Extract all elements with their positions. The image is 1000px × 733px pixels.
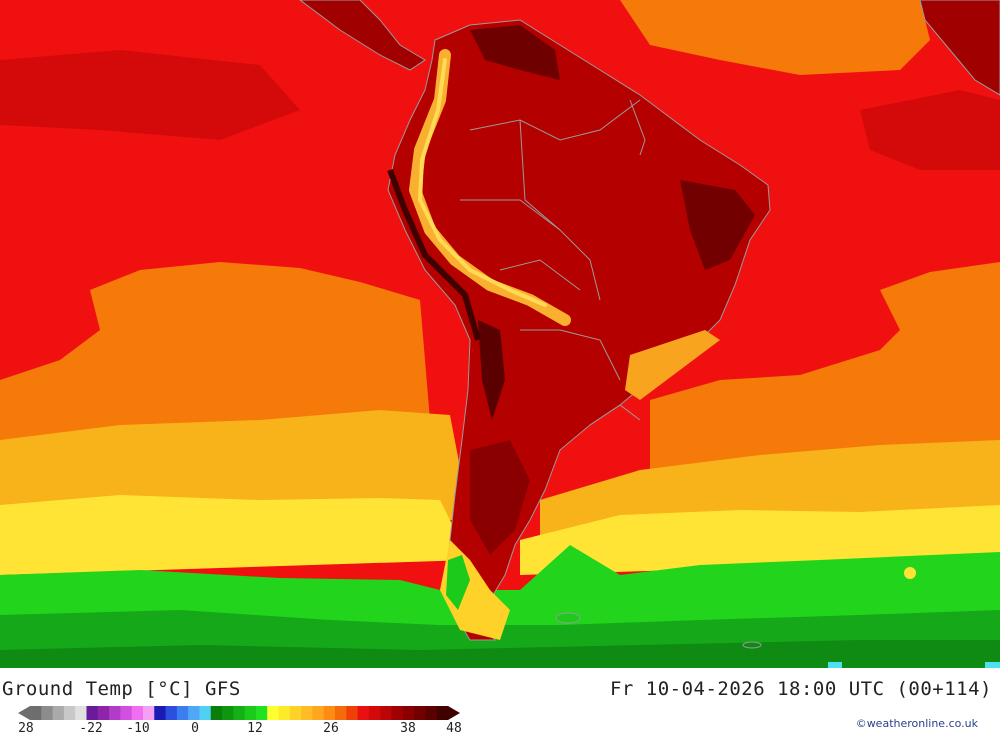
legend-swatch xyxy=(289,706,302,720)
legend-swatch xyxy=(357,706,370,720)
legend-swatch xyxy=(52,706,65,720)
legend-tick-label: -10 xyxy=(126,721,149,733)
legend-swatch xyxy=(278,706,291,720)
ocean-band-warm-atlantic-ne xyxy=(620,0,930,75)
legend-swatch xyxy=(380,706,393,720)
legend-swatch xyxy=(267,706,280,720)
legend-tick-label: -22 xyxy=(79,721,102,733)
legend-tick-label: 0 xyxy=(191,721,199,733)
valid-time: Fr 10-04-2026 18:00 UTC (00+114) xyxy=(609,678,992,700)
heat-core-amazon xyxy=(470,25,560,80)
legend-swatch xyxy=(233,706,246,720)
legend-tick-label: -28 xyxy=(18,721,34,733)
heat-core-brazil xyxy=(680,180,755,270)
legend-swatch xyxy=(222,706,234,720)
legend-swatch xyxy=(301,706,313,720)
africa-west-edge xyxy=(919,0,1000,96)
credit-link[interactable]: ©weatheronline.co.uk xyxy=(855,717,978,730)
legend-swatch xyxy=(154,706,167,720)
legend-swatch xyxy=(312,706,325,720)
legend-swatch xyxy=(199,706,212,720)
legend-swatch xyxy=(255,706,268,720)
country-borders xyxy=(460,99,646,426)
legend-swatch xyxy=(210,706,223,720)
legend-swatch xyxy=(391,706,404,720)
legend-swatch xyxy=(97,706,110,720)
legend-swatch xyxy=(402,706,415,720)
ocean-band-cool xyxy=(0,495,470,575)
legend-tick-label: 26 xyxy=(323,721,339,733)
legend-swatch xyxy=(86,706,99,720)
legend-swatch xyxy=(323,706,336,720)
tristan-warm-spot xyxy=(904,567,916,579)
legend-swatch xyxy=(131,706,144,720)
legend-swatch xyxy=(63,706,76,720)
pacific-coast-dark xyxy=(387,168,481,341)
legend-tick-label: 12 xyxy=(247,721,263,733)
legend-ticks: -28 -22 -10 0 12 26 38 48 xyxy=(18,721,462,733)
heat-core-chaco xyxy=(478,320,505,420)
southeast-coast-cool xyxy=(625,330,720,400)
legend-swatch xyxy=(30,706,42,720)
legend-swatch xyxy=(109,706,121,720)
ocean-band-warm xyxy=(0,262,430,440)
legend-swatch xyxy=(368,706,381,720)
legend-swatch xyxy=(188,706,200,720)
legend-swatch xyxy=(165,706,178,720)
falkland-islands xyxy=(555,612,581,624)
legend-tick-label: 48 xyxy=(446,721,462,733)
ocean-band-mild xyxy=(0,410,470,520)
legend-swatch xyxy=(176,706,189,720)
ocean-hot-patch xyxy=(0,50,300,140)
legend-arrow-left xyxy=(18,706,30,720)
ocean-band-warm-atlantic xyxy=(650,262,1000,500)
legend-swatch xyxy=(244,706,257,720)
antarctic-edge-cyan-2 xyxy=(985,662,1000,668)
ground-temperature-map xyxy=(0,0,1000,668)
heat-core-patagonia xyxy=(470,440,530,555)
color-legend: -28 -22 -10 0 12 26 38 48 xyxy=(18,706,462,733)
legend-arrow-right xyxy=(448,706,460,720)
legend-swatches xyxy=(30,706,449,720)
legend-swatch xyxy=(41,706,54,720)
map-title: Ground Temp [°C] GFS xyxy=(2,678,241,700)
south-georgia xyxy=(742,641,762,649)
legend-tick-label: 38 xyxy=(400,721,416,733)
legend-swatch xyxy=(142,706,155,720)
legend-swatch xyxy=(346,706,359,720)
patagonia-tip-green xyxy=(446,555,470,610)
antarctic-edge-cyan xyxy=(828,662,842,668)
legend-swatch xyxy=(75,706,87,720)
central-america xyxy=(299,0,426,71)
andes-ridge-core xyxy=(417,58,547,307)
legend-swatch xyxy=(425,706,438,720)
legend-swatch xyxy=(120,706,133,720)
legend-swatch xyxy=(436,706,449,720)
legend-swatch xyxy=(414,706,426,720)
legend-swatch xyxy=(335,706,347,720)
ocean-hot-patch-east xyxy=(860,90,1000,170)
